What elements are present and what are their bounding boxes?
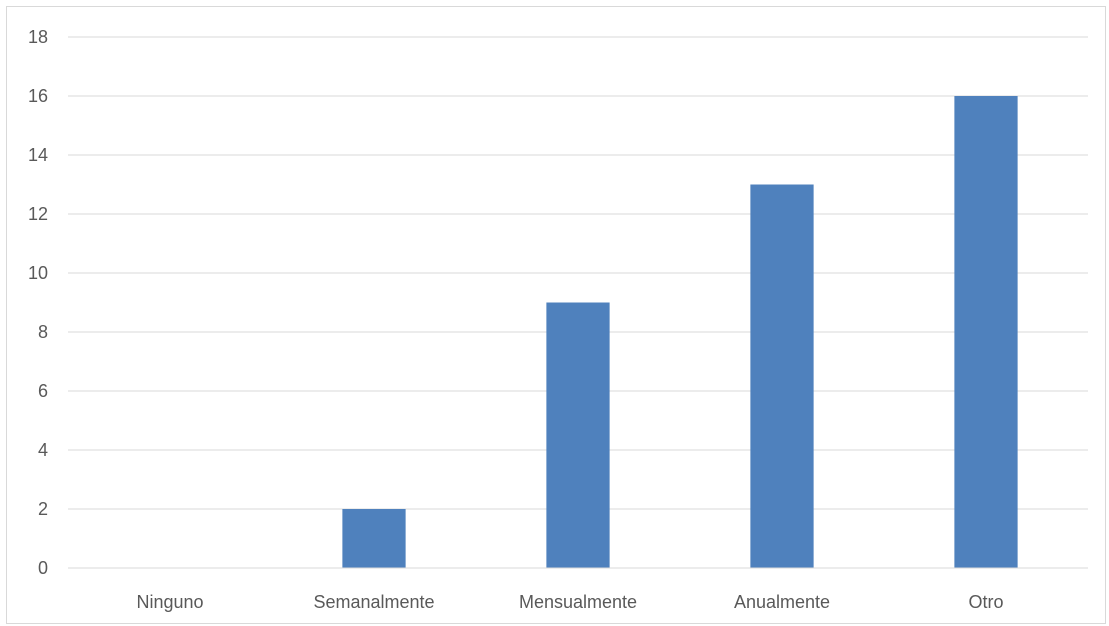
y-tick-label: 8 — [38, 322, 48, 342]
bars — [342, 96, 1018, 568]
y-tick-label: 16 — [28, 86, 48, 106]
bar-semanalmente — [342, 509, 406, 568]
x-tick-label-otro: Otro — [968, 592, 1003, 612]
x-tick-label-ninguno: Ninguno — [136, 592, 203, 612]
x-tick-label-anualmente: Anualmente — [734, 592, 830, 612]
bar-mensualmente — [546, 302, 610, 568]
y-tick-label: 6 — [38, 381, 48, 401]
y-tick-label: 2 — [38, 499, 48, 519]
y-tick-label: 0 — [38, 558, 48, 578]
y-tick-label: 4 — [38, 440, 48, 460]
y-gridlines — [68, 36, 1088, 510]
y-tick-label: 10 — [28, 263, 48, 283]
x-tick-label-mensualmente: Mensualmente — [519, 592, 637, 612]
bar-anualmente — [750, 184, 814, 568]
y-tick-label: 14 — [28, 145, 48, 165]
bar-otro — [954, 96, 1018, 568]
x-tick-label-semanalmente: Semanalmente — [313, 592, 434, 612]
x-axis-tick-labels: Ninguno Semanalmente Mensualmente Anualment… — [136, 592, 1003, 612]
y-axis-tick-labels: 0 2 4 6 8 10 12 14 16 18 — [28, 27, 48, 578]
y-tick-label: 18 — [28, 27, 48, 47]
y-tick-label: 12 — [28, 204, 48, 224]
